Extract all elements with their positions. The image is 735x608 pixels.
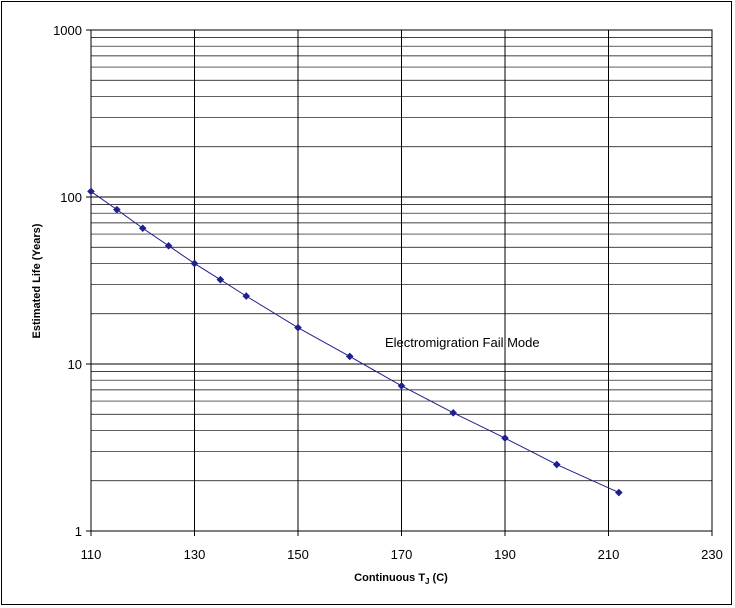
data-point	[449, 409, 458, 417]
data-point	[552, 460, 561, 469]
data-point	[216, 275, 225, 284]
annotation-label: Electromigration Fail Mode	[385, 335, 540, 350]
y-tick-labels: 1 10 100 1000	[53, 23, 82, 539]
x-tick-label: 150	[287, 547, 309, 562]
data-point	[190, 259, 199, 268]
x-axis-title: Continuous TJ (C)	[354, 572, 448, 586]
x-tick-label: 210	[598, 547, 620, 562]
y-tick-label: 1000	[53, 23, 82, 38]
x-axis-title-main: Continuous T	[354, 572, 425, 584]
series-group	[87, 187, 623, 497]
x-tick-label: 170	[391, 547, 413, 562]
data-point	[501, 434, 509, 442]
data-point	[345, 352, 354, 361]
y-tick-label: 1	[75, 524, 82, 539]
y-axis-title: Estimated Life (Years)	[31, 223, 43, 338]
x-tick-label: 110	[81, 547, 102, 562]
x-axis-title-subscript: J	[425, 577, 429, 586]
series-line	[90, 191, 620, 493]
x-tick-labels: 110 130 150 170 190 210 230	[81, 547, 723, 562]
y-tick-label: 100	[60, 190, 82, 205]
x-tick-label: 230	[701, 547, 723, 562]
data-point	[615, 488, 623, 497]
x-tick-label: 190	[494, 547, 516, 562]
data-point	[113, 205, 121, 214]
x-tick-label: 130	[184, 547, 206, 562]
y-tick-label: 10	[68, 357, 82, 372]
data-point	[397, 382, 406, 390]
data-point	[138, 224, 147, 233]
x-axis-title-suffix: (C)	[430, 572, 449, 584]
data-point	[87, 187, 95, 196]
data-point	[242, 292, 251, 300]
plot-border	[90, 29, 713, 532]
data-point	[164, 242, 173, 250]
data-point	[294, 323, 302, 332]
